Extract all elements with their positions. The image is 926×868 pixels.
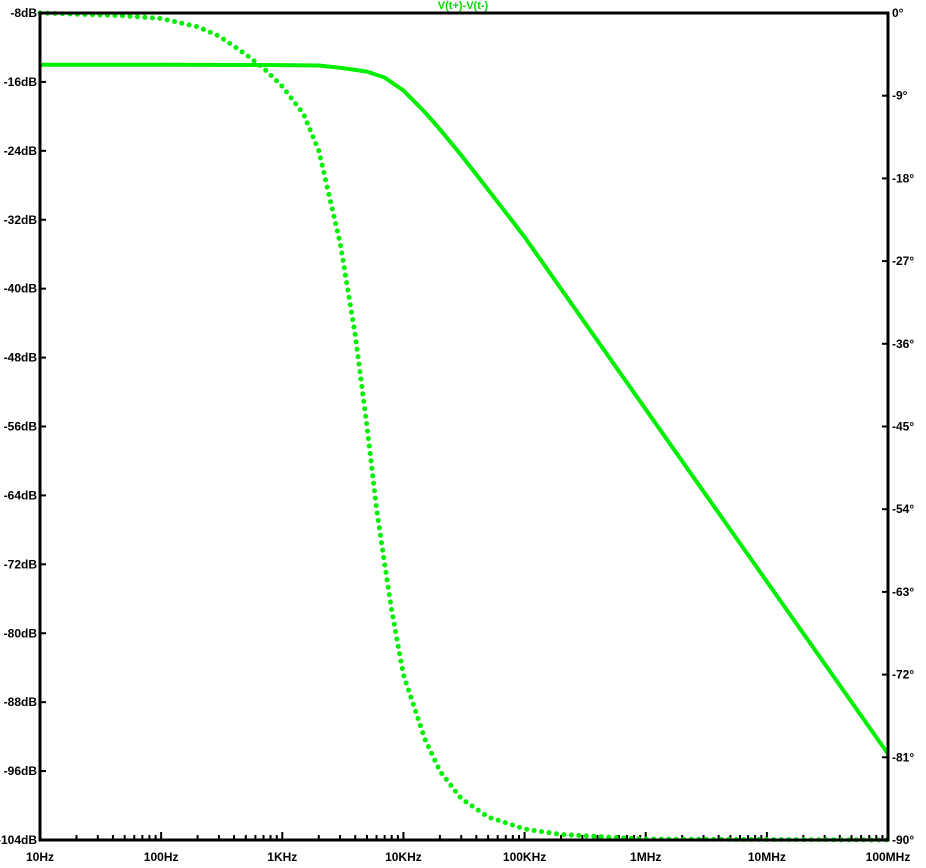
x-tick-label: 10KHz [385,850,422,864]
y-left-tick-label: -16dB [4,75,38,89]
y-right-tick-label: -27° [892,254,914,268]
plot-frame [38,11,890,842]
y-right-tick-label: -54° [892,502,914,516]
y-right-tick-label: -90° [892,833,914,847]
magnitude-curve [40,62,890,756]
y-left-tick-label: -8dB [10,6,37,20]
y-left-tick-label: -48dB [4,351,38,365]
y-right-tick-label: -72° [892,668,914,682]
y-left-tick-label: -64dB [4,488,38,502]
chart-title: V(t+)-V(t-) [438,0,489,12]
y-right-tick-label: -9° [892,89,908,103]
y-left-tick-label: -96dB [4,764,38,778]
series-layer [37,10,891,843]
y-right-tick-label: -81° [892,750,914,764]
x-tick-label: 1MHz [630,850,661,864]
x-tick-label: 10Hz [26,850,54,864]
y-right-tick-label: -45° [892,420,914,434]
y-left-tick-label: -56dB [4,420,38,434]
x-tick-label: 100KHz [503,850,546,864]
y-left-tick-label: -40dB [4,282,38,296]
y-right-tick-label: 0° [892,6,904,20]
y-left-tick-label: -72dB [4,557,38,571]
y-left-tick-label: -104dB [0,833,37,847]
x-tick-label: 100MHz [866,850,911,864]
y-left-tick-label: -32dB [4,213,38,227]
y-right-tick-label: -36° [892,337,914,351]
x-tick-label: 1KHz [267,850,297,864]
y-right-tick-label: -18° [892,171,914,185]
phase-curve [37,10,891,843]
y-left-tick-label: -88dB [4,695,38,709]
x-tick-label: 100Hz [144,850,179,864]
y-right-tick-label: -63° [892,585,914,599]
x-tick-label: 10MHz [748,850,786,864]
y-left-tick-label: -24dB [4,144,38,158]
y-left-tick-label: -80dB [4,626,38,640]
